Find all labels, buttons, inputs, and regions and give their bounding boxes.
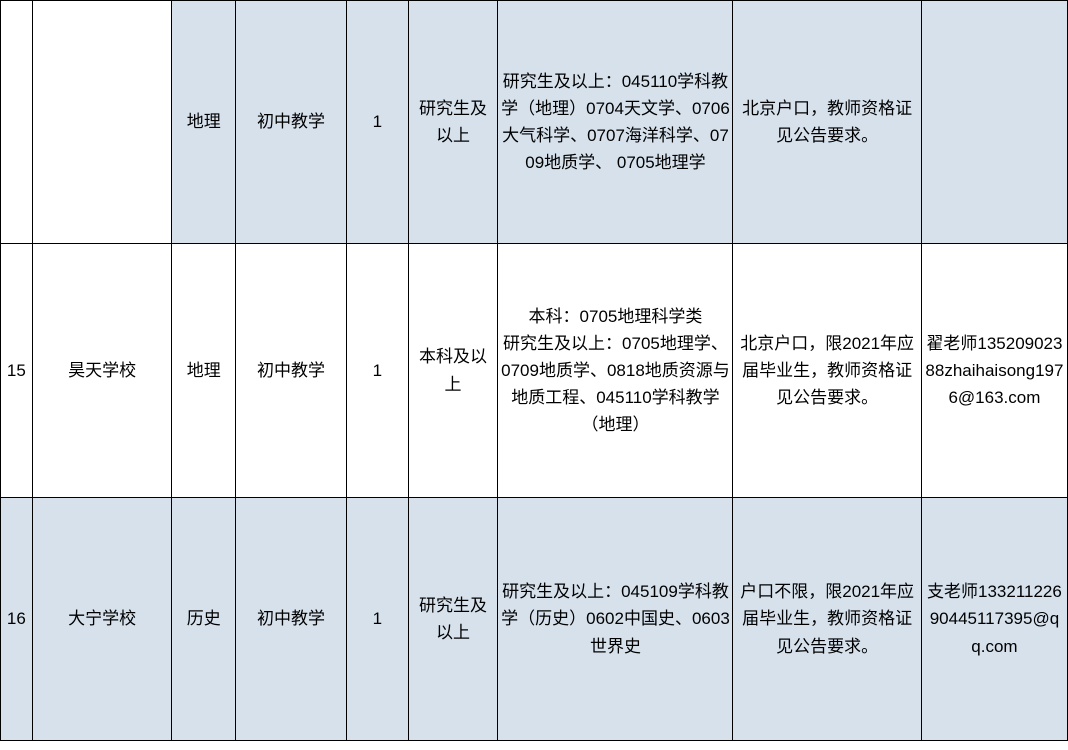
cell-count: 1: [347, 498, 408, 741]
table-row: 16 大宁学校 历史 初中教学 1 研究生及以上 研究生及以上：045109学科…: [1, 498, 1068, 741]
cell-level: 初中教学: [235, 1, 346, 244]
cell-idx: 15: [1, 244, 33, 498]
cell-subject: 历史: [172, 498, 236, 741]
cell-level: 初中教学: [235, 244, 346, 498]
cell-edu: 本科及以上: [408, 244, 498, 498]
recruitment-table: 地理 初中教学 1 研究生及以上 研究生及以上：045110学科教学（地理）07…: [0, 0, 1068, 741]
cell-major: 本科：0705地理科学类研究生及以上：0705地理学、0709地质学、0818地…: [498, 244, 733, 498]
cell-idx: 16: [1, 498, 33, 741]
cell-subject: 地理: [172, 1, 236, 244]
cell-subject: 地理: [172, 244, 236, 498]
cell-contact: 支老师13321122690445117395@qq.com: [921, 498, 1067, 741]
cell-contact: 翟老师13520902388zhaihaisong1976@163.com: [921, 244, 1067, 498]
cell-req: 北京户口，教师资格证见公告要求。: [733, 1, 921, 244]
cell-edu: 研究生及以上: [408, 498, 498, 741]
cell-req: 北京户口，限2021年应届毕业生，教师资格证见公告要求。: [733, 244, 921, 498]
cell-level: 初中教学: [235, 498, 346, 741]
cell-count: 1: [347, 244, 408, 498]
table-row: 15 昊天学校 地理 初中教学 1 本科及以上 本科：0705地理科学类研究生及…: [1, 244, 1068, 498]
cell-req: 户口不限，限2021年应届毕业生，教师资格证见公告要求。: [733, 498, 921, 741]
cell-major: 研究生及以上：045109学科教学（历史）0602中国史、0603世界史: [498, 498, 733, 741]
cell-edu: 研究生及以上: [408, 1, 498, 244]
table-row: 地理 初中教学 1 研究生及以上 研究生及以上：045110学科教学（地理）07…: [1, 1, 1068, 244]
cell-school: 昊天学校: [32, 244, 172, 498]
cell-school: 大宁学校: [32, 498, 172, 741]
cell-school: [32, 1, 172, 244]
cell-major: 研究生及以上：045110学科教学（地理）0704天文学、0706大气科学、07…: [498, 1, 733, 244]
cell-contact: [921, 1, 1067, 244]
cell-count: 1: [347, 1, 408, 244]
cell-idx: [1, 1, 33, 244]
